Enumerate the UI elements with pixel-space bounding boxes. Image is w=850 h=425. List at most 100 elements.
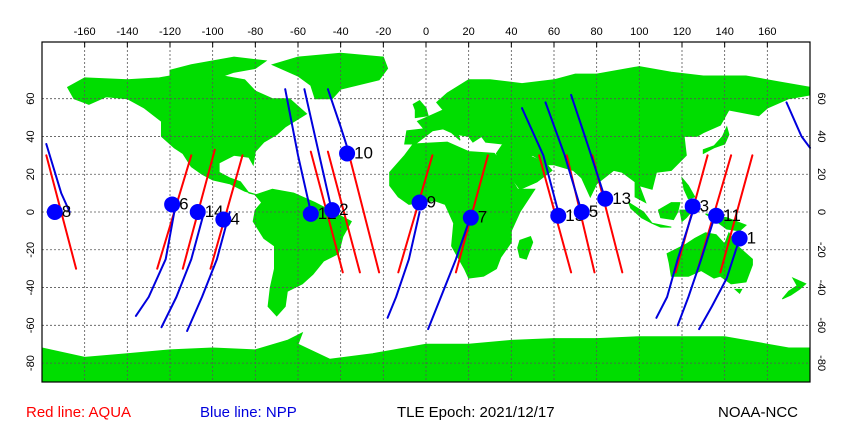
aqua-track bbox=[397, 154, 434, 274]
lon-tick-label: 0 bbox=[423, 26, 429, 38]
lon-tick-label: -20 bbox=[375, 26, 391, 38]
legend-npp: Blue line: NPP bbox=[200, 404, 297, 421]
landmass-java bbox=[651, 222, 672, 228]
pass-marker bbox=[708, 207, 725, 224]
npp-track bbox=[45, 143, 71, 213]
npp-track bbox=[655, 211, 694, 319]
lat-tick-label-right: 20 bbox=[815, 168, 827, 180]
npp-track bbox=[386, 211, 421, 319]
landmass-madagascar bbox=[517, 235, 534, 260]
legend-aqua: Red line: AQUA bbox=[26, 404, 132, 421]
npp-track bbox=[284, 88, 312, 213]
lat-tick-label-right: -80 bbox=[815, 355, 827, 371]
npp-track bbox=[160, 211, 206, 329]
pass-marker bbox=[411, 194, 428, 211]
landmass-philippines bbox=[681, 176, 696, 200]
pass-number-label: 1 bbox=[747, 228, 756, 247]
lat-tick-label-right: 0 bbox=[815, 209, 827, 215]
lat-tick-label-left: 0 bbox=[25, 209, 37, 215]
pass-marker bbox=[597, 190, 614, 207]
landmass-new-zealand bbox=[781, 277, 807, 300]
aqua-track bbox=[209, 154, 244, 270]
npp-track bbox=[698, 237, 741, 331]
lat-tick-label-left: -40 bbox=[25, 280, 37, 296]
pass-number-label: 11 bbox=[723, 206, 741, 225]
aqua-track bbox=[348, 154, 381, 274]
pass-marker bbox=[302, 205, 319, 222]
pass-number-label: 10 bbox=[354, 143, 373, 162]
lat-tick-label-right: -40 bbox=[815, 280, 827, 296]
landmass-arctic-islands bbox=[169, 56, 268, 81]
lat-tick-label-right: -20 bbox=[815, 242, 827, 258]
pass-markers: 861441221097155133111 bbox=[46, 143, 756, 247]
orbit-tracks bbox=[45, 88, 811, 332]
pass-marker bbox=[189, 204, 206, 220]
lon-tick-label: -40 bbox=[333, 26, 349, 38]
lon-tick-label: -100 bbox=[202, 26, 224, 38]
pass-number-label: 5 bbox=[589, 202, 598, 221]
pass-number-label: 13 bbox=[612, 189, 631, 208]
aqua-track bbox=[719, 154, 754, 274]
pass-marker bbox=[684, 198, 701, 215]
landmass-arabia-fill bbox=[497, 151, 553, 190]
npp-track bbox=[676, 211, 718, 327]
pass-number-label: 8 bbox=[62, 202, 71, 221]
tle-epoch: TLE Epoch: 2021/12/17 bbox=[397, 404, 555, 421]
axis-ticks: -160 -140 -120 -100 -80 -60 -40 -20 0 20 40 60 80 100… bbox=[25, 26, 827, 371]
lon-tick-label: -160 bbox=[74, 26, 96, 38]
npp-track bbox=[427, 214, 472, 331]
pass-number-label: 7 bbox=[478, 208, 487, 227]
landmass-borneo bbox=[657, 202, 681, 221]
pass-marker bbox=[46, 204, 63, 220]
landmass-tasmania bbox=[733, 288, 743, 294]
npp-track bbox=[570, 93, 607, 200]
pass-marker bbox=[164, 196, 181, 213]
pass-marker bbox=[731, 230, 748, 247]
pass-number-label: 2 bbox=[339, 200, 348, 219]
pass-marker bbox=[324, 202, 341, 219]
lon-tick-label: 140 bbox=[715, 26, 733, 38]
pass-marker bbox=[462, 209, 479, 226]
pass-marker bbox=[573, 204, 590, 220]
landmass-north-america bbox=[66, 71, 308, 196]
lon-tick-label: 160 bbox=[758, 26, 776, 38]
landmass-australia bbox=[666, 231, 753, 285]
lat-tick-label-left: 60 bbox=[25, 93, 37, 105]
npp-track bbox=[521, 107, 560, 213]
lon-tick-label: -80 bbox=[247, 26, 263, 38]
pass-marker bbox=[339, 145, 356, 162]
aqua-track bbox=[326, 150, 361, 274]
npp-track bbox=[186, 211, 231, 332]
npp-track bbox=[326, 88, 351, 155]
pass-marker bbox=[215, 211, 232, 228]
lon-tick-label: 80 bbox=[591, 26, 603, 38]
lat-tick-label-left: 40 bbox=[25, 130, 37, 142]
lat-tick-label-right: 40 bbox=[815, 130, 827, 142]
landmass-greenland bbox=[270, 52, 389, 100]
landmass-sumatra bbox=[627, 201, 653, 224]
lon-tick-label: 100 bbox=[630, 26, 648, 38]
lat-tick-label-left: -20 bbox=[25, 242, 37, 258]
lon-tick-label: 20 bbox=[463, 26, 475, 38]
lon-tick-label: 60 bbox=[548, 26, 560, 38]
lon-tick-label: 120 bbox=[673, 26, 691, 38]
lon-tick-label: 40 bbox=[505, 26, 517, 38]
landmass-japan bbox=[702, 125, 730, 155]
lat-tick-label-left: 20 bbox=[25, 168, 37, 180]
pass-number-label: 3 bbox=[700, 196, 709, 215]
lat-tick-label-right: 60 bbox=[815, 93, 827, 105]
npp-track bbox=[785, 101, 811, 149]
pass-number-label: 6 bbox=[179, 194, 188, 213]
npp-track bbox=[544, 101, 583, 213]
lat-tick-label-left: -80 bbox=[25, 355, 37, 371]
landmass-eurasia bbox=[404, 66, 811, 204]
lon-tick-label: -120 bbox=[159, 26, 181, 38]
landmass-uk bbox=[412, 99, 429, 119]
pass-number-label: 9 bbox=[427, 193, 436, 212]
lat-tick-label-right: -60 bbox=[815, 317, 827, 333]
source-credit: NOAA-NCC bbox=[718, 404, 799, 421]
npp-track bbox=[303, 88, 334, 213]
pass-marker bbox=[550, 207, 567, 224]
